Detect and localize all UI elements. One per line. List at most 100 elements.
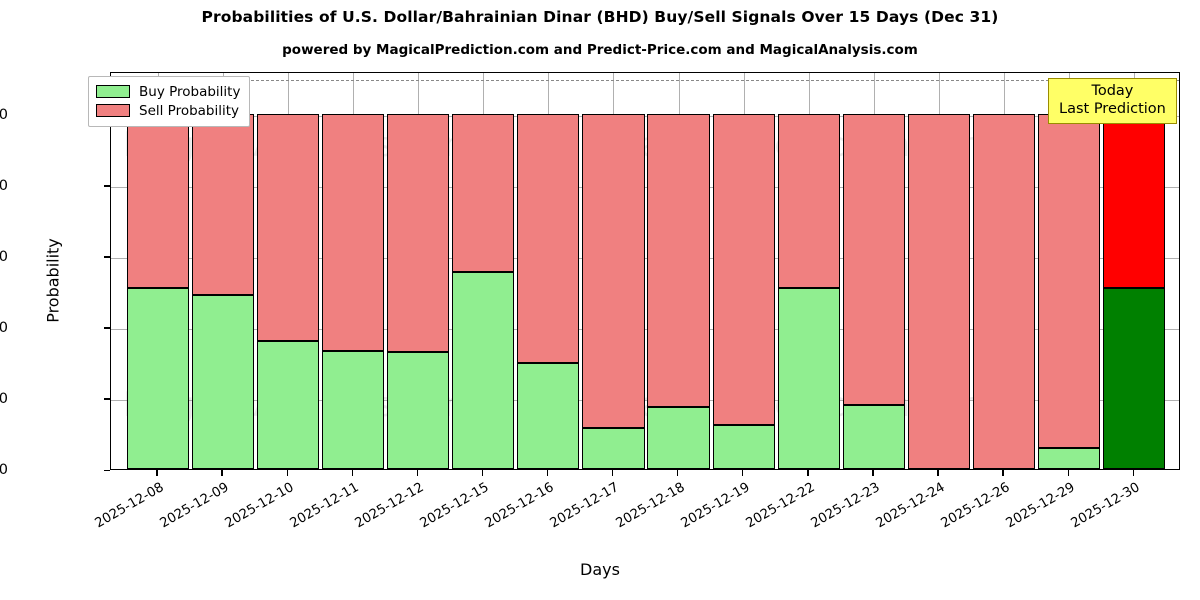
x-axis-tick-label: 2025-12-09 xyxy=(157,480,232,532)
today-annotation-line1: Today xyxy=(1091,83,1134,99)
x-axis-tick-mark xyxy=(546,470,549,476)
bar-group[interactable] xyxy=(842,73,905,469)
today-annotation-line2: Last Prediction xyxy=(1059,101,1166,118)
bar-segment-buy[interactable] xyxy=(191,294,255,469)
bar-segment-buy[interactable] xyxy=(452,271,515,469)
bar-group[interactable] xyxy=(582,73,645,469)
x-axis-tick-mark xyxy=(156,470,158,476)
bar-group[interactable] xyxy=(777,73,840,469)
legend-swatch-buy xyxy=(96,85,130,98)
bar-group[interactable] xyxy=(647,73,710,469)
y-axis-tick-label: 0 xyxy=(0,462,8,478)
bar-segment-sell[interactable] xyxy=(777,113,840,288)
bar-group[interactable] xyxy=(191,73,255,469)
y-axis-tick-mark xyxy=(104,185,110,187)
x-axis-tick-label: 2025-12-30 xyxy=(1068,480,1143,532)
y-axis-tick-mark xyxy=(104,256,110,258)
bar-segment-buy[interactable] xyxy=(777,287,840,469)
gridline-horizontal xyxy=(111,399,1179,401)
x-axis-tick-label: 2025-12-15 xyxy=(417,480,492,532)
x-axis-tick-mark xyxy=(611,470,614,476)
x-axis-tick-mark xyxy=(677,470,679,476)
bar-segment-sell[interactable] xyxy=(842,113,905,406)
y-axis-tick-label: 60 xyxy=(0,248,8,265)
bar-segment-sell[interactable] xyxy=(322,113,385,351)
x-axis-tick-label: 2025-12-23 xyxy=(808,480,883,532)
bar-group[interactable] xyxy=(972,73,1036,469)
bar-group[interactable] xyxy=(256,73,320,469)
chart-subtitle: powered by MagicalPrediction.com and Pre… xyxy=(282,42,918,58)
bar-segment-sell[interactable] xyxy=(907,113,970,469)
bar-group[interactable] xyxy=(1037,73,1101,469)
x-axis-tick-label: 2025-12-10 xyxy=(222,480,297,532)
x-axis-tick-mark xyxy=(1002,470,1004,476)
y-axis-tick-label: 40 xyxy=(0,319,8,336)
x-axis-tick-mark xyxy=(351,470,353,476)
bar-segment-buy[interactable] xyxy=(322,350,385,469)
bar-segment-sell[interactable] xyxy=(452,113,515,272)
reference-line xyxy=(111,80,1179,82)
y-axis-tick-label: 100 xyxy=(0,106,8,123)
bar-segment-buy[interactable] xyxy=(387,351,450,469)
bar-segment-buy[interactable] xyxy=(517,363,580,469)
x-axis-tick-label: 2025-12-16 xyxy=(482,480,557,532)
x-axis-tick-mark xyxy=(1132,470,1134,476)
x-axis-tick-mark xyxy=(872,470,874,476)
bar-group[interactable] xyxy=(517,73,580,469)
bar-group[interactable] xyxy=(712,73,775,469)
x-axis-tick-mark xyxy=(221,470,223,476)
y-axis-tick-mark xyxy=(104,469,110,471)
x-axis-tick-mark xyxy=(807,470,809,476)
x-axis-tick-label: 2025-12-22 xyxy=(743,480,818,532)
bar-group[interactable] xyxy=(452,73,515,469)
bar-group[interactable] xyxy=(387,73,450,469)
plot-area: MagicalAnalysis.comMagicalPrediction.com… xyxy=(110,72,1180,470)
page-title: Probabilities of U.S. Dollar/Bahrainian … xyxy=(201,8,999,26)
bar-group[interactable] xyxy=(126,73,189,469)
x-axis-tick-label: 2025-12-08 xyxy=(92,480,167,532)
x-axis-tick-mark xyxy=(742,470,744,476)
x-axis-tick-label: 2025-12-11 xyxy=(287,480,362,532)
x-axis-tick-mark xyxy=(937,470,939,476)
bar-segment-buy[interactable] xyxy=(256,341,320,469)
bar-segment-sell[interactable] xyxy=(1037,113,1101,448)
y-axis-tick-label: 80 xyxy=(0,177,8,194)
bar-segment-sell[interactable] xyxy=(256,113,320,342)
gridline-horizontal xyxy=(111,257,1179,259)
x-axis-tick-label: 2025-12-18 xyxy=(613,480,688,532)
today-annotation: Today Last Prediction xyxy=(1048,78,1177,125)
bar-segment-sell[interactable] xyxy=(191,113,255,295)
bar-group[interactable] xyxy=(322,73,385,469)
legend-swatch-sell xyxy=(96,104,130,117)
bar-segment-buy[interactable] xyxy=(126,287,189,469)
x-axis-tick-mark xyxy=(481,470,484,476)
bar-segment-sell[interactable] xyxy=(972,113,1036,469)
bar-segment-sell[interactable] xyxy=(126,113,189,288)
bar-segment-buy[interactable] xyxy=(1037,447,1101,469)
x-axis-tick-label: 2025-12-24 xyxy=(873,480,948,532)
bar-segment-sell[interactable] xyxy=(1103,113,1166,288)
bar-segment-sell[interactable] xyxy=(582,113,645,429)
x-axis-tick-label: 2025-12-12 xyxy=(352,480,427,532)
bar-group[interactable] xyxy=(1103,73,1166,469)
y-axis-tick-mark xyxy=(104,398,110,400)
legend-item-buy: Buy Probability xyxy=(96,82,240,101)
x-axis-tick-label: 2025-12-26 xyxy=(938,480,1013,532)
bar-group[interactable] xyxy=(907,73,970,469)
bar-segment-sell[interactable] xyxy=(712,113,775,426)
bar-segment-buy[interactable] xyxy=(842,405,905,469)
x-axis-tick-mark xyxy=(416,470,418,476)
bar-segment-buy[interactable] xyxy=(712,425,775,469)
bar-segment-sell[interactable] xyxy=(517,113,580,364)
y-axis-label: Probability xyxy=(43,238,63,323)
bar-segment-sell[interactable] xyxy=(387,113,450,352)
bar-segment-buy[interactable] xyxy=(1103,287,1166,469)
bar-segment-buy[interactable] xyxy=(647,406,710,469)
bar-segment-buy[interactable] xyxy=(582,428,645,469)
gridline-horizontal xyxy=(111,328,1179,330)
legend-label-buy: Buy Probability xyxy=(139,83,241,100)
legend-label-sell: Sell Probability xyxy=(139,102,240,119)
bar-segment-sell[interactable] xyxy=(647,113,710,407)
y-axis-tick-label: 20 xyxy=(0,390,8,407)
